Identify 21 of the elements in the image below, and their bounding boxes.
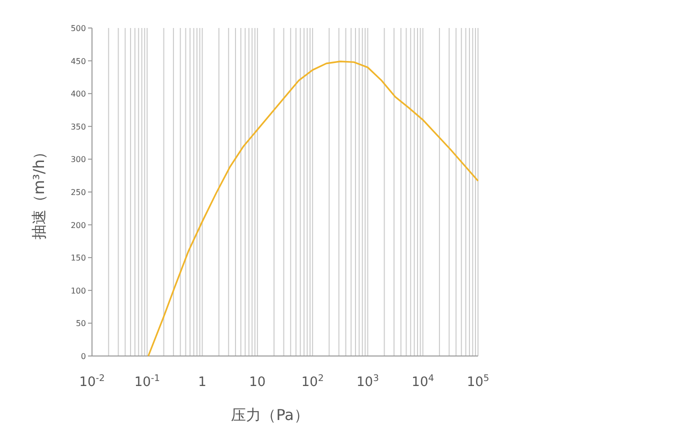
y-tick-label: 450 xyxy=(70,56,86,66)
y-tick-label: 50 xyxy=(76,319,86,328)
y-tick-label: 350 xyxy=(70,122,86,132)
x-tick-label: 10 xyxy=(249,375,266,390)
y-tick-label: 250 xyxy=(70,188,86,197)
x-tick-label: 1 xyxy=(198,375,206,390)
y-tick-label: 200 xyxy=(70,220,86,230)
y-axis-title: 抽速（m³/h） xyxy=(30,144,48,240)
x-tick-label: 10$^{3}$ xyxy=(356,374,380,390)
y-tick-label: 400 xyxy=(70,90,86,99)
y-tick-label: 150 xyxy=(70,254,86,263)
x-tick-label: 10$^{5}$ xyxy=(466,374,490,390)
y-tick-label: 0 xyxy=(80,352,86,361)
x-tick-label: 10$^{4}$ xyxy=(412,374,434,390)
y-tick-label: 100 xyxy=(70,286,86,296)
x-tick-label: 10$^{-1}$ xyxy=(134,374,160,390)
y-tick-label: 300 xyxy=(70,155,86,164)
y-tick-label: 500 xyxy=(70,24,86,33)
x-tick-label: 10$^{2}$ xyxy=(301,374,324,390)
x-axis-title: 压力（Pa） xyxy=(231,406,309,424)
x-tick-label: 10$^{-2}$ xyxy=(79,374,105,390)
